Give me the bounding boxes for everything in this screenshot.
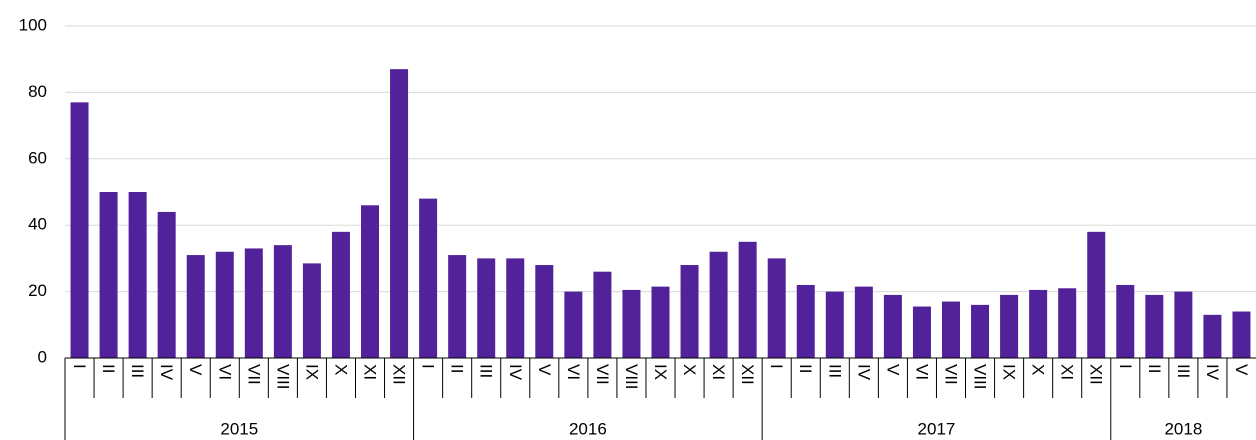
- bar: [854, 286, 873, 358]
- x-tick-label: IV: [157, 364, 176, 381]
- bar: [651, 286, 670, 358]
- bar: [1058, 288, 1077, 358]
- bar: [971, 304, 990, 358]
- x-tick-label: IV: [854, 364, 873, 381]
- x-tick-label: V: [186, 364, 205, 376]
- y-tick-label: 0: [38, 347, 47, 366]
- bar: [593, 271, 612, 358]
- x-tick-label: IV: [506, 364, 525, 381]
- bar: [506, 258, 525, 358]
- group-label: 2018: [1164, 419, 1202, 438]
- y-tick-label: 40: [28, 215, 47, 234]
- bar: [302, 263, 321, 358]
- x-tick-label: I: [419, 364, 438, 369]
- group-label: 2016: [569, 419, 607, 438]
- y-tick-label: 80: [28, 82, 47, 101]
- x-tick-label: III: [477, 364, 496, 378]
- bar: [535, 265, 554, 358]
- x-tick-label: III: [1174, 364, 1193, 378]
- x-tick-label: VIII: [622, 364, 641, 390]
- x-tick-label: XII: [1087, 364, 1106, 385]
- bar: [273, 245, 292, 358]
- bar: [448, 255, 467, 358]
- x-tick-label: II: [448, 364, 467, 373]
- bar: [622, 289, 641, 358]
- x-tick-label: V: [883, 364, 902, 376]
- x-tick-label: VII: [593, 364, 612, 385]
- bar: [680, 265, 699, 358]
- bar: [215, 251, 234, 358]
- x-tick-label: XI: [709, 364, 728, 380]
- bar: [361, 205, 380, 358]
- x-tick-label: VII: [244, 364, 263, 385]
- bar: [738, 241, 757, 358]
- bar: [941, 301, 960, 358]
- x-tick-label: III: [825, 364, 844, 378]
- x-tick-label: I: [1116, 364, 1135, 369]
- bar: [1232, 311, 1251, 358]
- x-tick-label: IV: [1203, 364, 1222, 381]
- x-tick-label: VII: [941, 364, 960, 385]
- bar: [1203, 314, 1222, 358]
- bar: [390, 69, 409, 358]
- bar: [796, 284, 815, 358]
- x-tick-label: X: [680, 364, 699, 375]
- x-tick-label: XI: [1058, 364, 1077, 380]
- bar: [157, 211, 176, 358]
- bar: [912, 306, 931, 358]
- bar: [1145, 294, 1164, 358]
- bar: [564, 291, 583, 358]
- bar: [1174, 291, 1193, 358]
- x-tick-label: V: [1232, 364, 1251, 376]
- x-tick-label: II: [99, 364, 118, 373]
- x-tick-label: IX: [302, 364, 321, 380]
- x-tick-label: II: [796, 364, 815, 373]
- x-tick-label: IX: [651, 364, 670, 380]
- y-tick-label: 100: [19, 15, 47, 34]
- x-tick-label: XII: [738, 364, 757, 385]
- x-tick-label: IX: [1000, 364, 1019, 380]
- bar: [331, 231, 350, 358]
- bar: [99, 192, 118, 358]
- x-tick-label: VIII: [273, 364, 292, 390]
- group-label: 2017: [918, 419, 956, 438]
- bar: [709, 251, 728, 358]
- x-tick-label: III: [128, 364, 147, 378]
- bar: [244, 248, 263, 358]
- bar: [767, 258, 786, 358]
- x-tick-label: X: [1029, 364, 1048, 375]
- bar: [825, 291, 844, 358]
- bar: [70, 102, 89, 358]
- bar: [1000, 294, 1019, 358]
- x-tick-label: VI: [564, 364, 583, 380]
- x-tick-label: I: [70, 364, 89, 369]
- bar: [1116, 284, 1135, 358]
- bar: [186, 255, 205, 358]
- bar: [419, 198, 438, 358]
- y-tick-label: 60: [28, 148, 47, 167]
- x-tick-label: I: [767, 364, 786, 369]
- x-tick-label: X: [331, 364, 350, 375]
- x-tick-label: V: [535, 364, 554, 376]
- bar: [1087, 231, 1106, 358]
- y-tick-label: 20: [28, 281, 47, 300]
- x-tick-label: II: [1145, 364, 1164, 373]
- x-tick-label: VI: [912, 364, 931, 380]
- x-tick-label: VIII: [971, 364, 990, 390]
- bar: [477, 258, 496, 358]
- bar: [1029, 289, 1048, 358]
- bar: [128, 192, 147, 358]
- x-tick-label: VI: [215, 364, 234, 380]
- x-tick-label: XI: [361, 364, 380, 380]
- bar: [883, 294, 902, 358]
- group-label: 2015: [220, 419, 258, 438]
- x-tick-label: XII: [390, 364, 409, 385]
